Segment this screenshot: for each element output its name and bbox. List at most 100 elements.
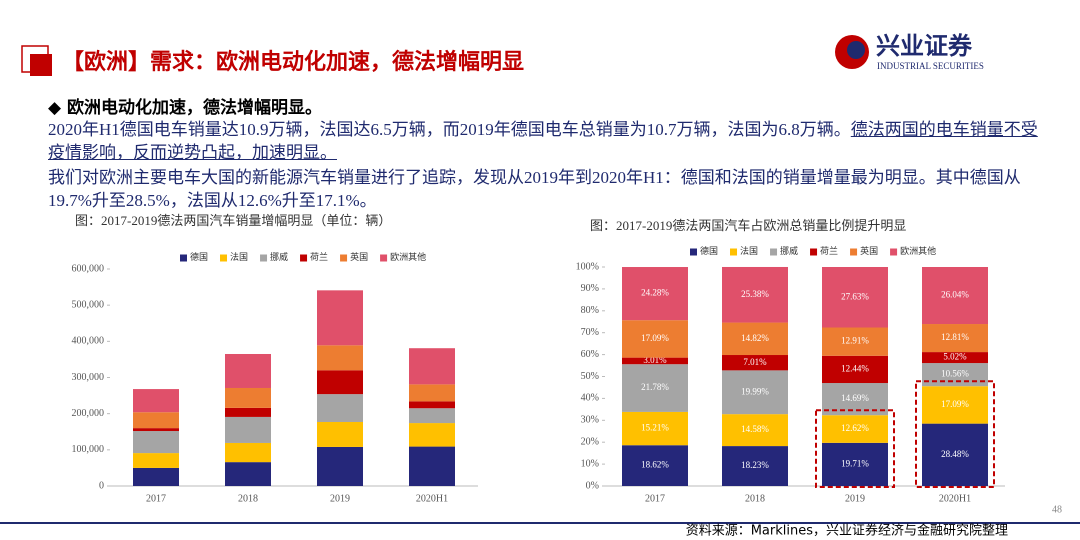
legend-label: 荷兰 — [820, 245, 838, 256]
data-label: 18.62% — [641, 460, 669, 470]
x-tick-label: 2020H1 — [939, 493, 971, 504]
slide-title: 【欧洲】需求：欧洲电动化加速，德法增幅明显 — [62, 50, 525, 75]
y-tick-label: 70% — [581, 327, 599, 338]
bar-segment — [722, 266, 788, 323]
bar-segment — [922, 363, 988, 387]
paragraph: 我们对欧洲主要电车大国的新能源汽车销量进行了追踪，发现从2019年到2020年H… — [48, 166, 1053, 212]
data-label: 19.99% — [741, 386, 769, 396]
chart-caption: 图：2017-2019德法两国汽车销量增幅明显（单位：辆） — [75, 213, 391, 228]
bar-segment — [225, 387, 271, 408]
bar-segment — [409, 408, 455, 424]
bar-segment — [317, 370, 363, 395]
bar-segment — [922, 267, 988, 325]
logo-mark-inner — [847, 41, 865, 59]
bar-segment — [225, 353, 271, 388]
bar-segment — [822, 267, 888, 328]
data-label: 15.21% — [641, 423, 669, 433]
bar-segment — [922, 324, 988, 353]
bar-segment — [133, 467, 179, 486]
bar-segment — [409, 384, 455, 402]
bar-segment — [622, 411, 688, 446]
bar-segment — [409, 348, 455, 385]
y-tick-label: 300,000 — [72, 372, 105, 383]
highlight-box — [815, 409, 895, 488]
text: 2020年H1德国电车销量达10.9万辆，法国达6.5万辆，而2019年德国电车… — [48, 120, 851, 139]
footer-line — [0, 522, 1080, 524]
bar-segment — [822, 442, 888, 486]
legend-label: 挪威 — [780, 245, 798, 256]
bar-segment — [317, 446, 363, 486]
y-tick-label: 30% — [581, 415, 599, 426]
bar-segment — [622, 267, 688, 321]
y-tick-label: 40% — [581, 393, 599, 404]
legend-label: 英国 — [860, 245, 878, 256]
x-tick-label: 2019 — [330, 493, 350, 504]
data-label: 12.62% — [841, 423, 869, 433]
bar-segment — [317, 290, 363, 346]
y-tick-label: 0% — [586, 480, 599, 491]
data-label: 24.28% — [641, 288, 669, 298]
legend-swatch — [690, 248, 697, 256]
bar-segment — [133, 389, 179, 413]
legend-swatch — [810, 248, 818, 256]
highlight-box — [915, 380, 995, 488]
y-tick-label: 80% — [581, 305, 599, 316]
bar-segment — [225, 442, 271, 463]
data-label: 14.82% — [741, 333, 769, 343]
bar-segment — [133, 431, 179, 454]
y-tick-label: 50% — [581, 371, 599, 382]
legend-label: 德国 — [190, 251, 208, 262]
chart-caption: 图：2017-2019德法两国汽车占欧洲总销量比例提升明显 — [590, 218, 906, 233]
bullet-heading: ◆ 欧洲电动化加速，德法增幅明显。 — [48, 98, 322, 118]
legend-swatch — [380, 254, 388, 262]
legend-label: 欧洲其他 — [390, 251, 426, 262]
bar-segment — [317, 421, 363, 447]
data-label: 17.09% — [641, 333, 669, 343]
data-label: 18.23% — [741, 460, 769, 470]
logo-name: 兴业证券 — [876, 32, 973, 60]
header-icon-fill — [30, 54, 52, 76]
y-tick-label: 500,000 — [72, 299, 105, 310]
x-tick-label: 2018 — [745, 493, 765, 504]
legend-swatch — [180, 254, 187, 262]
y-tick-label: 200,000 — [72, 408, 105, 419]
legend-label: 英国 — [350, 251, 368, 262]
data-label: 14.69% — [841, 393, 869, 403]
data-label: 19.71% — [841, 458, 869, 468]
legend-label: 法国 — [230, 251, 248, 262]
legend-label: 荷兰 — [310, 251, 328, 262]
y-tick-label: 60% — [581, 349, 599, 360]
bar-segment — [317, 345, 363, 371]
y-tick-label: 90% — [581, 283, 599, 294]
legend-label: 欧洲其他 — [900, 245, 936, 256]
y-tick-label: 600,000 — [72, 263, 105, 274]
y-tick-label: 100% — [576, 261, 599, 272]
bar-segment — [409, 446, 455, 486]
footer-source: 资料来源：Marklines，兴业证券经济与金融研究院整理 — [686, 523, 1008, 539]
bar-segment — [409, 423, 455, 447]
bar-segment — [722, 370, 788, 415]
bar-segment — [409, 401, 455, 409]
y-tick-label: 100,000 — [72, 444, 105, 455]
y-tick-label: 0 — [99, 480, 104, 491]
legend-label: 德国 — [700, 245, 718, 256]
bar-segment — [225, 416, 271, 443]
bar-segment — [922, 386, 988, 424]
bullet-text: 欧洲电动化加速，德法增幅明显。 — [67, 98, 322, 118]
data-label: 25.38% — [741, 289, 769, 299]
paragraph: 2020年H1德国电车销量达10.9万辆，法国达6.5万辆，而2019年德国电车… — [48, 118, 1053, 164]
bar-segment — [722, 322, 788, 356]
bar-segment — [922, 423, 988, 486]
legend-swatch — [340, 254, 348, 262]
data-label: 12.44% — [841, 363, 869, 373]
y-tick-label: 20% — [581, 436, 599, 447]
data-label: 17.09% — [941, 399, 969, 409]
bar-segment — [722, 414, 788, 447]
bar-segment — [622, 364, 688, 412]
page-number: 48 — [1052, 504, 1062, 515]
legend-swatch — [770, 248, 778, 256]
bar-segment — [822, 355, 888, 384]
legend-swatch — [850, 248, 858, 256]
text: 我们对欧洲主要电车大国的新能源汽车销量进行了追踪，发现从2019年到2020年H… — [48, 168, 1021, 210]
